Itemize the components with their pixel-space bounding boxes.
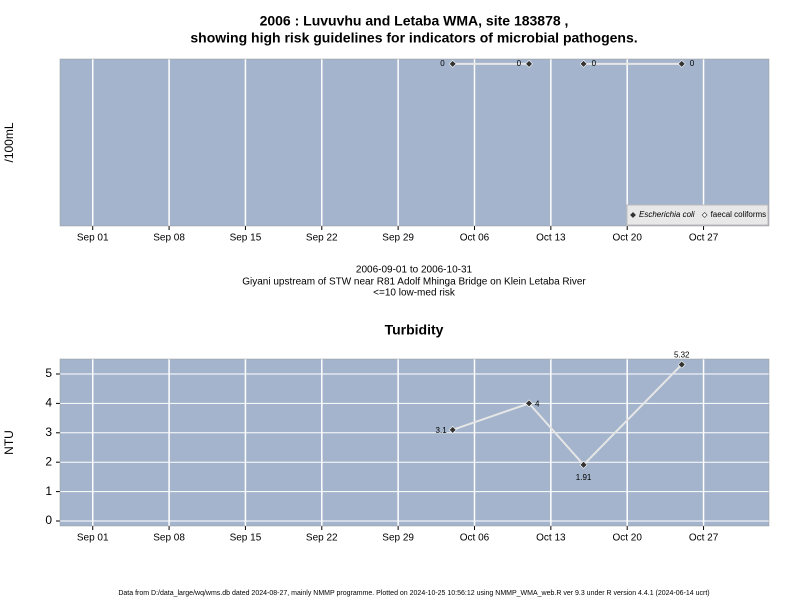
chart-subtitle: showing high risk guidelines for indicat… [190, 30, 637, 46]
footer: Data from D:/data_large/wq/wms.db dated … [118, 590, 709, 597]
legend-symbol [630, 212, 636, 218]
plot-border [59, 58, 770, 227]
data-point [448, 59, 457, 68]
x-tick-label: Sep 01 [77, 233, 109, 244]
x-tick-label: Sep 15 [230, 533, 262, 544]
legend-label: Escherichia coli [639, 210, 695, 219]
legend-box [626, 204, 769, 226]
data-label: 0 [592, 59, 597, 68]
y-tick-label: 3 [45, 425, 52, 439]
data-point [448, 425, 457, 434]
x-tick-label: Sep 01 [77, 533, 109, 544]
plot-area [60, 59, 769, 226]
x-tick-label: Oct 20 [612, 533, 642, 544]
x-tick-label: Oct 13 [536, 533, 566, 544]
x-tick-label: Sep 29 [382, 533, 414, 544]
data-point [525, 399, 533, 408]
x-tick-label: Sep 29 [382, 233, 414, 244]
data-point [677, 59, 686, 68]
x-tick-label: Oct 27 [689, 233, 719, 244]
data-label: 5.32 [674, 351, 690, 360]
data-point [579, 59, 588, 68]
chart-title: 2006 : Luvuvhu and Letaba WMA, site 1838… [260, 13, 569, 29]
data-point [525, 59, 533, 68]
legend: Escherichia coli faecal coliforms [626, 204, 769, 226]
data-label: 1.91 [576, 473, 592, 482]
x-tick-label: Sep 08 [153, 233, 185, 244]
data-label: 0 [517, 59, 522, 68]
x-tick-label: Sep 22 [306, 533, 338, 544]
y-tick-label: 2 [45, 454, 52, 468]
plot-border [59, 358, 770, 527]
x-tick-label: Sep 08 [153, 533, 185, 544]
y-tick-label: 4 [45, 396, 52, 410]
data-label: 0 [690, 59, 695, 68]
x-tick-label: Oct 06 [460, 533, 490, 544]
x-tick-label: Oct 06 [460, 233, 490, 244]
legend-label: faecal coliforms [711, 210, 767, 219]
chart-title: Turbidity [385, 322, 444, 338]
data-point [677, 360, 686, 369]
period: 2006-09-01 to 2006-10-31 [356, 265, 473, 276]
x-tick-label: Oct 20 [612, 233, 642, 244]
y-axis-label: /100mL [2, 122, 16, 162]
data-label: 4 [535, 400, 540, 409]
x-tick-label: Oct 13 [536, 233, 566, 244]
x-tick-label: Oct 27 [689, 533, 719, 544]
y-tick-label: 1 [45, 484, 52, 498]
data-point [579, 460, 588, 469]
site: Giyani upstream of STW near R81 Adolf Mh… [242, 277, 586, 288]
series-line [452, 363, 683, 467]
y-axis-label: NTU [2, 430, 16, 455]
x-tick-label: Sep 22 [306, 233, 338, 244]
plot-area [60, 359, 769, 526]
x-tick-label: Sep 15 [230, 233, 262, 244]
guideline: <=10 low-med risk [373, 288, 456, 299]
y-tick-label: 0 [45, 513, 52, 527]
y-tick-label: 5 [45, 366, 52, 380]
data-label: 0 [440, 59, 445, 68]
data-label: 3.1 [436, 426, 448, 435]
legend-symbol [701, 212, 708, 218]
